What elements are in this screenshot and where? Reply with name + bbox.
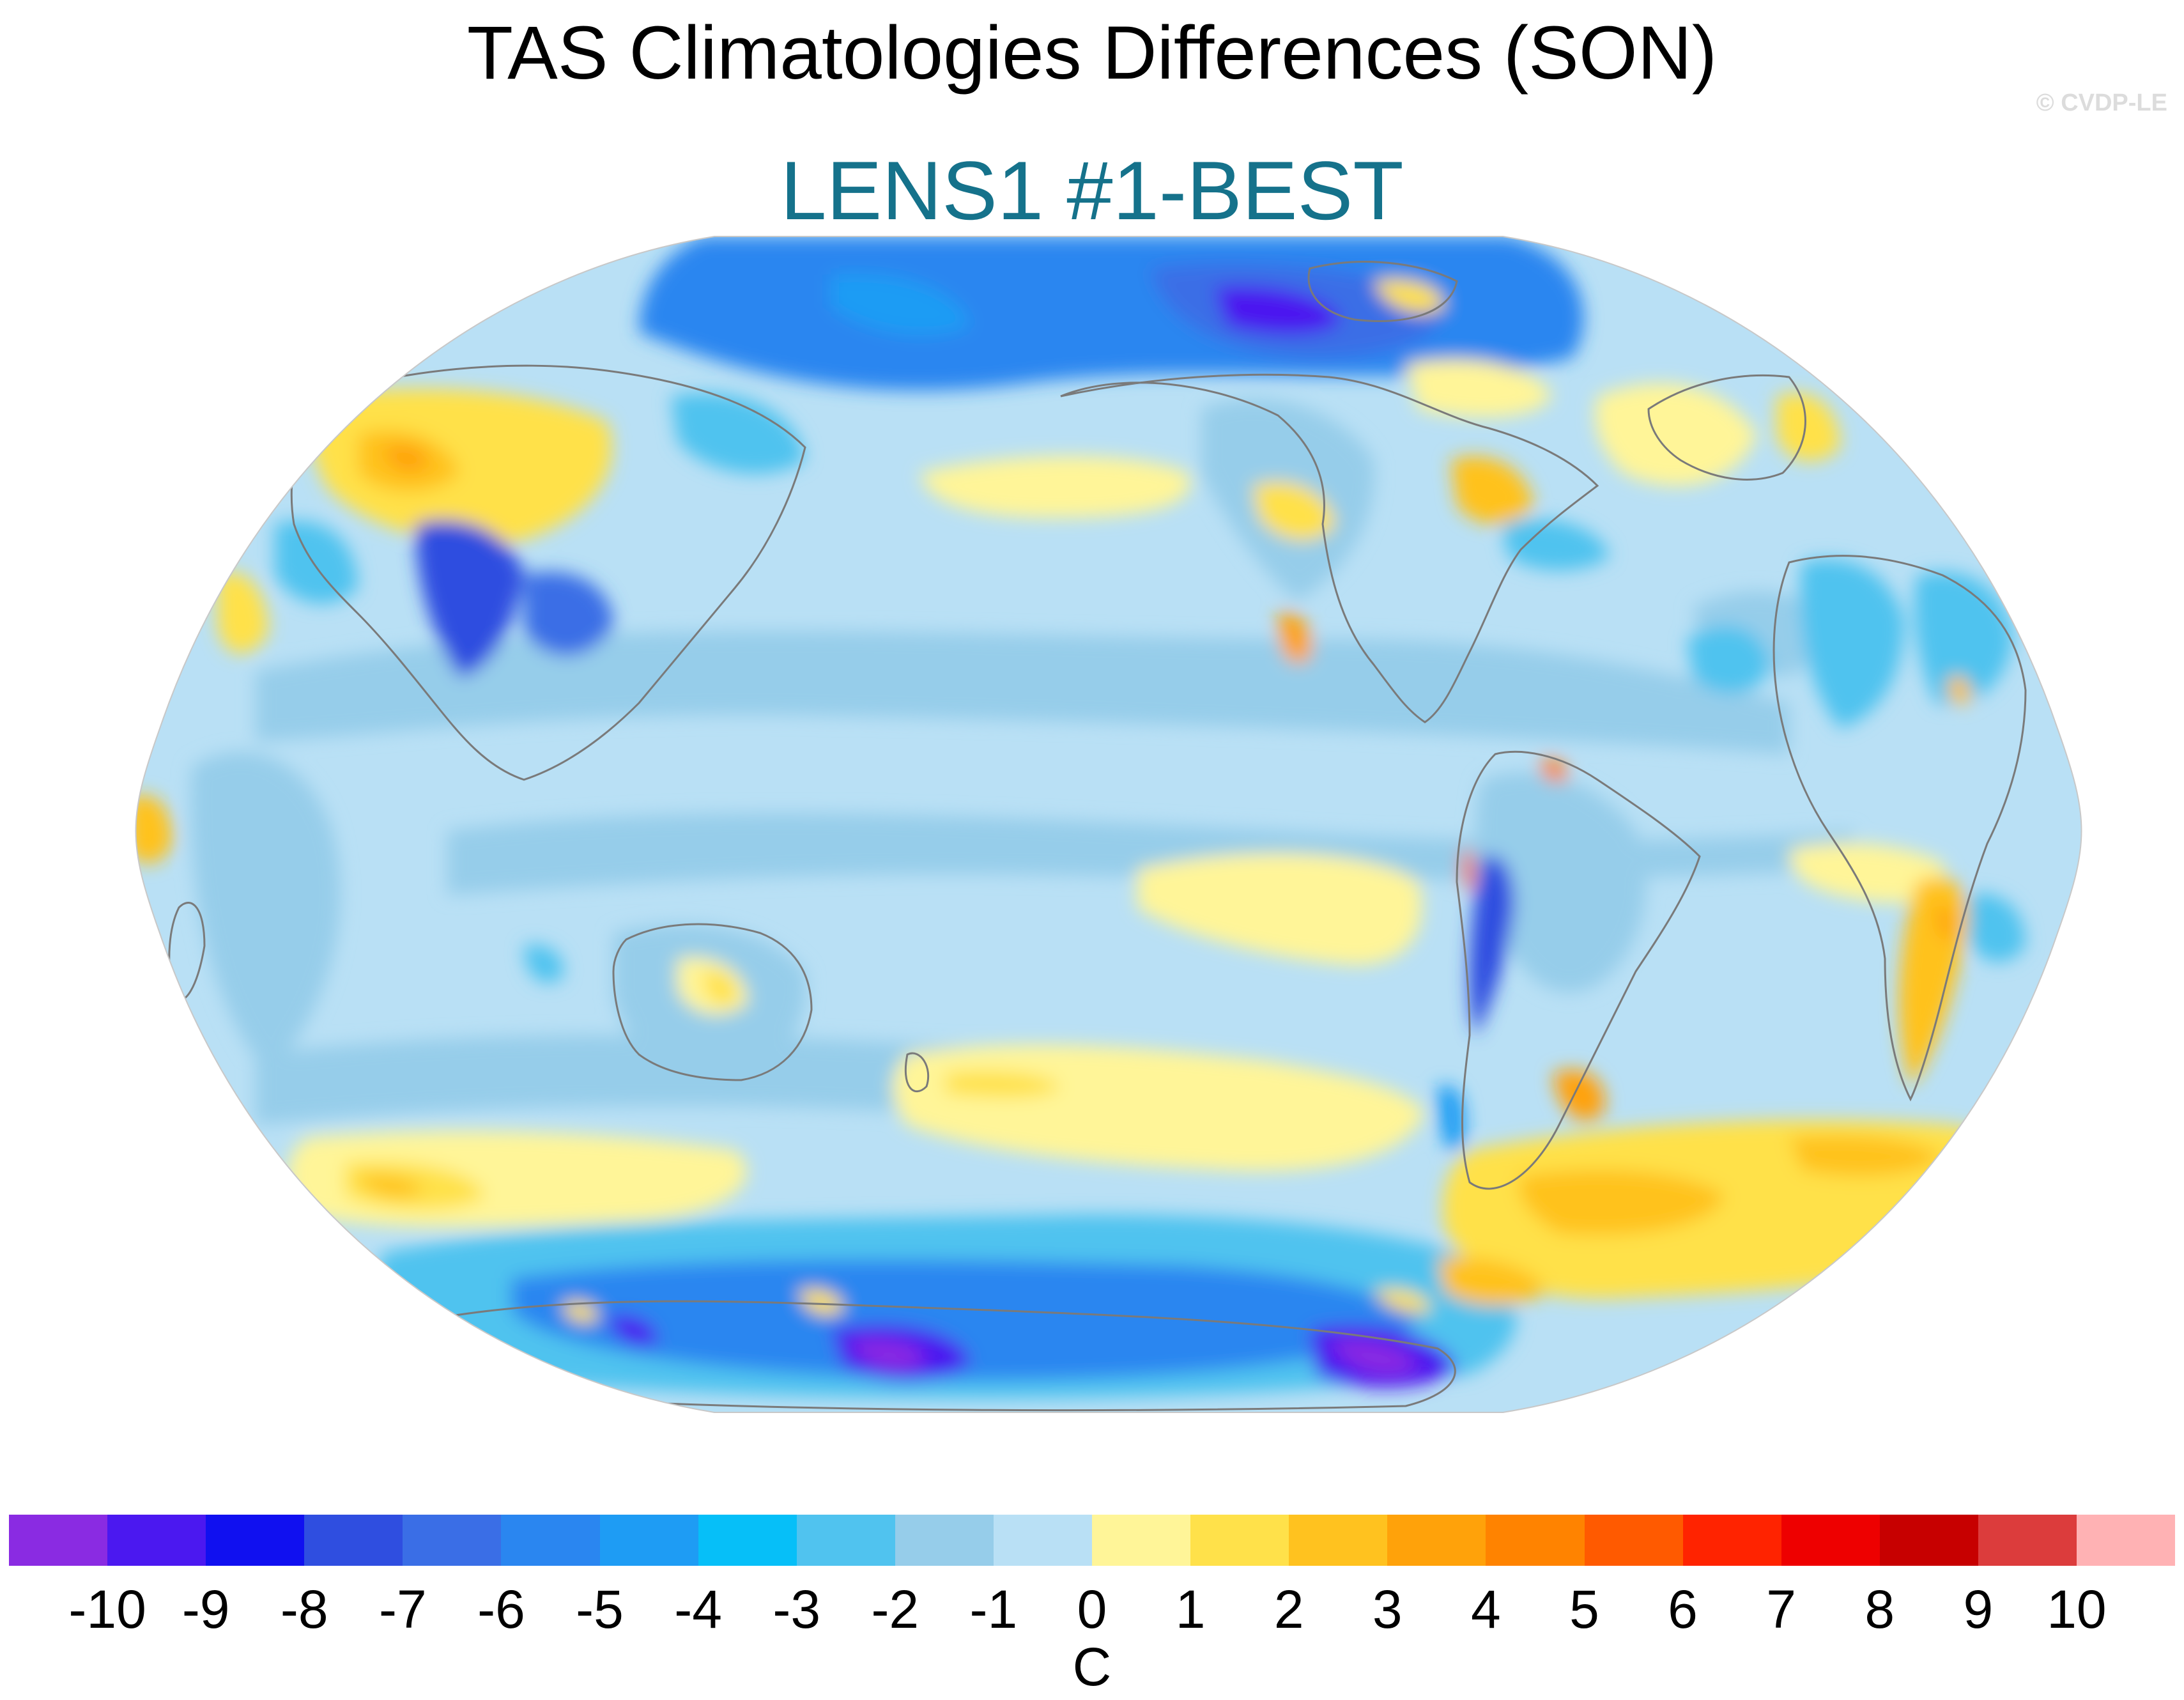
colorbar-swatch — [403, 1515, 502, 1566]
colorbar-swatch — [9, 1515, 108, 1566]
colorbar-tick-label: 5 — [1569, 1579, 1599, 1639]
panel-subtitle: LENS1 #1-BEST — [780, 144, 1404, 237]
colorbar-tick-label: -6 — [477, 1579, 525, 1639]
colorbar-tick-label: 2 — [1273, 1579, 1304, 1639]
colorbar-units: C — [1072, 1637, 1112, 1697]
colorbar-swatch — [1387, 1515, 1486, 1566]
colorbar-swatch — [2076, 1515, 2176, 1566]
colorbar-tick-label: 10 — [2047, 1579, 2107, 1639]
watermark: © CVDP-LE — [2036, 89, 2167, 116]
colorbar-swatch — [1289, 1515, 1388, 1566]
colorbar-swatch — [1781, 1515, 1880, 1566]
colorbar-swatch — [698, 1515, 797, 1566]
colorbar-ticks: -10 -9 -8 -7 -6 -5 -4 -3 -2 -1 0 1 2 3 4 5 6 7 8 9 10 — [0, 1577, 2184, 1648]
colorbar-swatch — [895, 1515, 994, 1566]
colorbar-tick-label: -1 — [969, 1579, 1018, 1639]
colorbar-tick-label: 3 — [1372, 1579, 1403, 1639]
colorbar-tick-label: 1 — [1175, 1579, 1206, 1639]
colorbar-swatch — [1978, 1515, 2077, 1566]
map-border — [135, 236, 2082, 1413]
colorbar-swatch — [993, 1515, 1093, 1566]
colorbar-swatch — [304, 1515, 403, 1566]
colorbar-swatch — [1584, 1515, 1683, 1566]
colorbar-tick-label: -8 — [280, 1579, 328, 1639]
colorbar-swatch — [599, 1515, 698, 1566]
temperature-field — [135, 236, 2082, 1412]
figure-title: TAS Climatologies Differences (SON) — [466, 11, 1718, 95]
colorbar-swatch — [1092, 1515, 1191, 1566]
colorbar-tick-label: -2 — [871, 1579, 919, 1639]
colorbar-tick-label: 6 — [1668, 1579, 1698, 1639]
colorbar-tick-label: 7 — [1766, 1579, 1796, 1639]
field-regions — [135, 236, 2066, 1399]
colorbar-tick-label: -10 — [68, 1579, 146, 1639]
colorbar-tick-label: -5 — [576, 1579, 624, 1639]
colorbar-swatch — [796, 1515, 895, 1566]
colorbar-tick-label: 8 — [1865, 1579, 1895, 1639]
colorbar-tick-label: -7 — [379, 1579, 427, 1639]
colorbar-swatch — [206, 1515, 305, 1566]
colorbar-tick-label: -4 — [674, 1579, 722, 1639]
colorbar-tick-label: 9 — [1963, 1579, 1994, 1639]
colorbar-swatch — [501, 1515, 600, 1566]
colorbar-swatch — [1879, 1515, 1978, 1566]
colorbar-swatch — [1190, 1515, 1289, 1566]
colorbar — [9, 1515, 2176, 1566]
colorbar-tick-label: -9 — [181, 1579, 230, 1639]
colorbar-tick-label: -3 — [773, 1579, 821, 1639]
colorbar-swatch — [107, 1515, 206, 1566]
colorbar-tick-label: 4 — [1471, 1579, 1501, 1639]
colorbar-tick-label: 0 — [1077, 1579, 1107, 1639]
colorbar-swatch — [1486, 1515, 1585, 1566]
colorbar-swatch — [1682, 1515, 1781, 1566]
